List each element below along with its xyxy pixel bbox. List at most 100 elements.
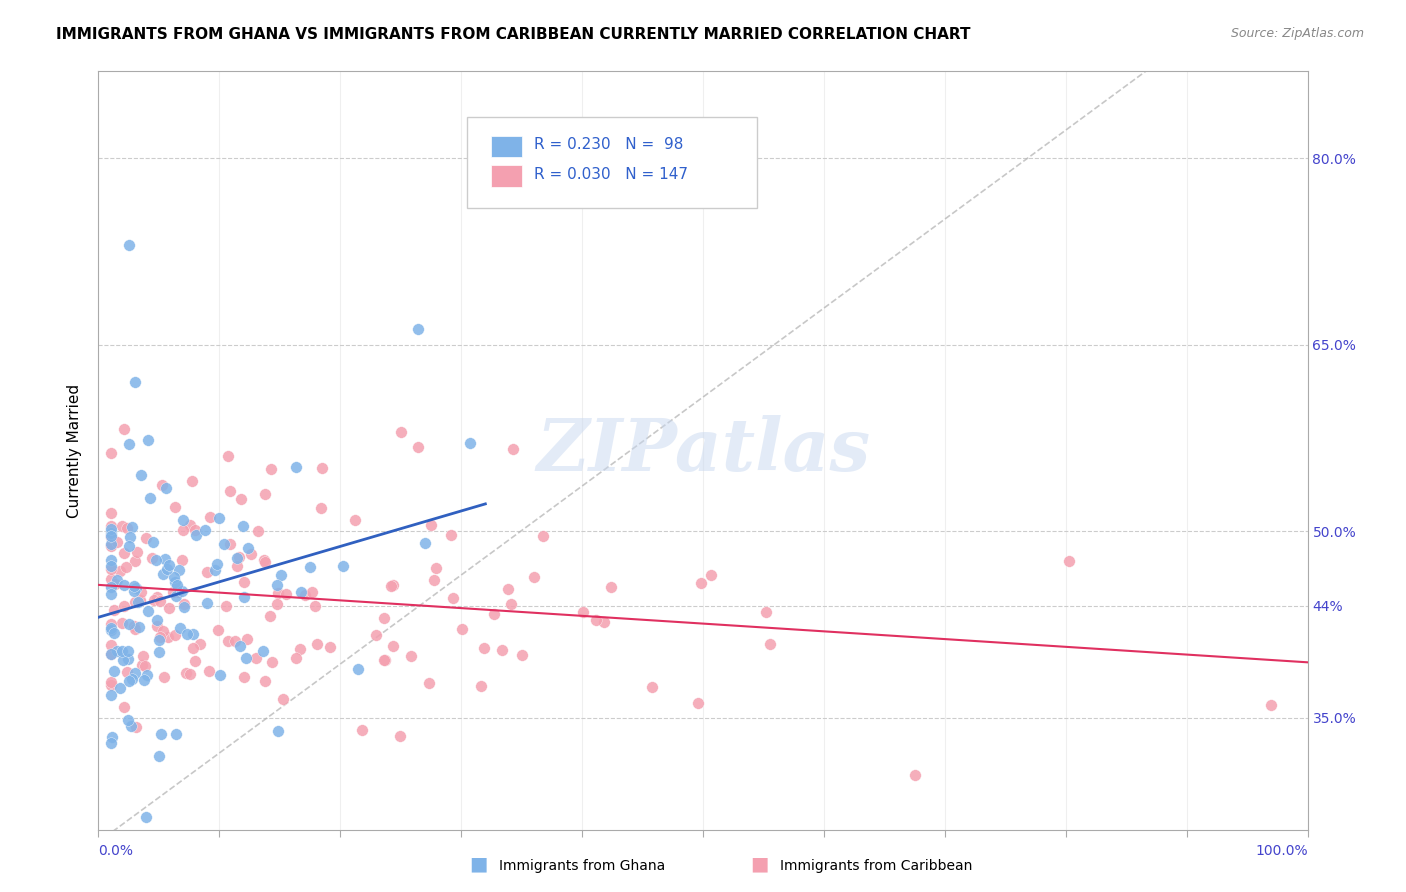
Point xyxy=(388,729,411,743)
Point xyxy=(112,545,135,559)
Point xyxy=(100,580,122,594)
Point xyxy=(501,597,523,611)
Point xyxy=(134,659,156,673)
Point xyxy=(157,600,180,615)
Point xyxy=(451,622,474,636)
Point xyxy=(124,623,146,637)
Point xyxy=(585,614,607,628)
Point xyxy=(136,433,159,447)
Point xyxy=(170,584,193,599)
Point xyxy=(225,551,247,566)
Text: IMMIGRANTS FROM GHANA VS IMMIGRANTS FROM CARIBBEAN CURRENTLY MARRIED CORRELATION: IMMIGRANTS FROM GHANA VS IMMIGRANTS FROM… xyxy=(56,27,970,42)
Point xyxy=(246,524,269,538)
Point xyxy=(124,665,146,680)
Point xyxy=(215,599,238,614)
Point xyxy=(166,578,188,592)
Point xyxy=(135,668,157,682)
Point xyxy=(184,654,207,668)
Point xyxy=(111,518,134,533)
Point xyxy=(173,599,195,614)
Point xyxy=(498,582,520,597)
Point xyxy=(441,591,464,605)
Point xyxy=(149,630,172,644)
Point xyxy=(186,528,208,542)
Point xyxy=(141,550,163,565)
Point xyxy=(135,810,157,824)
Point xyxy=(904,768,927,782)
Text: ■: ■ xyxy=(468,855,488,873)
Point xyxy=(502,442,524,456)
Point xyxy=(212,536,235,550)
Point xyxy=(218,537,240,551)
Point xyxy=(105,535,128,549)
Point xyxy=(689,576,711,591)
Point xyxy=(100,688,122,702)
Point xyxy=(127,545,149,559)
Point xyxy=(236,632,259,647)
Text: ■: ■ xyxy=(749,855,769,873)
Point xyxy=(245,651,267,665)
Point xyxy=(142,535,165,549)
Point xyxy=(117,643,139,657)
Point xyxy=(195,596,218,610)
Point xyxy=(232,574,254,589)
Point xyxy=(184,523,207,537)
Point xyxy=(347,662,370,676)
Point xyxy=(127,595,149,609)
Point xyxy=(100,621,122,635)
Point xyxy=(319,640,342,655)
Point xyxy=(152,624,174,639)
Point xyxy=(100,526,122,541)
Point xyxy=(146,613,169,627)
Point xyxy=(167,585,190,599)
Point xyxy=(418,676,440,690)
Point xyxy=(124,554,146,568)
Point xyxy=(100,522,122,536)
Point xyxy=(198,664,221,678)
Point xyxy=(208,511,231,525)
Point xyxy=(179,518,201,533)
Point xyxy=(129,585,152,599)
Point xyxy=(253,553,276,567)
Point xyxy=(104,577,127,591)
Point xyxy=(458,436,481,450)
Point xyxy=(103,664,125,678)
Point xyxy=(252,644,274,658)
Point xyxy=(115,665,138,679)
Point xyxy=(129,467,152,482)
Point xyxy=(271,692,294,706)
Point xyxy=(124,375,146,389)
Point xyxy=(266,597,288,611)
Point xyxy=(121,672,143,686)
Point xyxy=(198,510,221,524)
Text: 0.0%: 0.0% xyxy=(98,845,134,858)
Point xyxy=(232,670,254,684)
Point xyxy=(148,749,170,764)
Point xyxy=(193,523,215,537)
Point xyxy=(254,487,277,501)
Point xyxy=(381,578,404,592)
Point xyxy=(132,649,155,664)
FancyBboxPatch shape xyxy=(492,136,522,157)
Point xyxy=(440,528,463,542)
Point xyxy=(125,581,148,595)
Point xyxy=(100,553,122,567)
Point xyxy=(155,481,177,495)
Point xyxy=(183,626,205,640)
Point xyxy=(100,587,122,601)
Point xyxy=(172,513,194,527)
Point xyxy=(153,552,176,566)
Point xyxy=(229,639,252,653)
Point xyxy=(228,550,250,565)
Point xyxy=(100,530,122,544)
Point xyxy=(229,492,252,507)
Point xyxy=(209,668,232,682)
Text: Immigrants from Caribbean: Immigrants from Caribbean xyxy=(780,859,973,872)
Point xyxy=(181,640,204,655)
Point xyxy=(217,634,239,648)
Point xyxy=(131,658,153,673)
Point xyxy=(260,655,283,669)
Point xyxy=(374,653,396,667)
Point xyxy=(380,579,402,593)
Point xyxy=(373,611,395,625)
